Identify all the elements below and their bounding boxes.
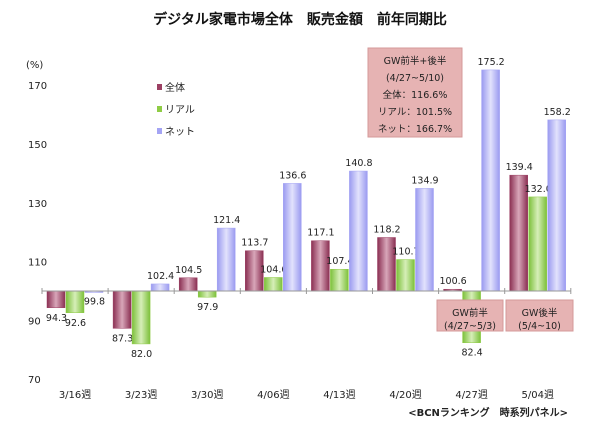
annotation-gw-total-text: 全体：116.6% bbox=[383, 89, 448, 101]
data-label: 100.6 bbox=[439, 276, 466, 287]
data-label: 140.8 bbox=[345, 158, 372, 169]
x-tick-label: 4/20週 bbox=[389, 389, 421, 401]
annotation-gw-total bbox=[367, 47, 463, 138]
annotation-gw-total-text: ネット：166.7% bbox=[378, 124, 452, 135]
data-label: 82.4 bbox=[462, 348, 483, 359]
data-label: 102.4 bbox=[147, 271, 174, 282]
y-tick-label: 130 bbox=[28, 199, 47, 210]
x-tick-label: 3/16週 bbox=[59, 389, 91, 401]
legend-swatch bbox=[157, 128, 162, 134]
annotation-gw-first-text: (4/27~5/3) bbox=[444, 321, 496, 332]
annotation-gw-second bbox=[505, 299, 574, 332]
bar-net bbox=[216, 227, 236, 292]
y-tick-label: 150 bbox=[28, 140, 47, 151]
x-tick-label: 4/27週 bbox=[455, 389, 487, 401]
bar-real bbox=[264, 277, 283, 292]
bar-total bbox=[46, 290, 66, 309]
source-label: <BCNランキング 時系列パネル> bbox=[408, 406, 568, 419]
data-label: 136.6 bbox=[279, 170, 306, 181]
annotation-gw-total-text: リアル：101.5% bbox=[378, 107, 452, 118]
data-label: 104.5 bbox=[175, 265, 202, 276]
legend-swatch bbox=[157, 106, 162, 112]
bar-net bbox=[415, 188, 434, 292]
data-label: 99.8 bbox=[84, 297, 105, 308]
y-tick-label: 70 bbox=[28, 375, 41, 386]
y-tick-label: 170 bbox=[28, 81, 47, 92]
bar-net bbox=[150, 283, 170, 292]
data-label: 94.3 bbox=[46, 313, 67, 324]
y-tick-label: 90 bbox=[28, 316, 41, 327]
legend-label: 全体 bbox=[165, 81, 185, 94]
x-tick-label: 3/30週 bbox=[191, 389, 223, 401]
bar-real bbox=[396, 259, 415, 292]
data-label: 110.7 bbox=[392, 247, 419, 258]
bar-net bbox=[481, 69, 500, 292]
bar-real bbox=[65, 290, 85, 314]
bar-net bbox=[349, 170, 368, 292]
bar-total bbox=[112, 290, 132, 329]
data-label: 139.4 bbox=[506, 162, 533, 173]
annotation-gw-total-text: GW前半+後半 bbox=[384, 55, 447, 67]
annotation-gw-second-text: GW後半 bbox=[522, 307, 558, 319]
bar-real bbox=[131, 290, 151, 345]
data-label: 82.0 bbox=[131, 349, 152, 360]
annotation-gw-total-text: (4/27~5/10) bbox=[386, 73, 444, 84]
annotation-gw-first bbox=[436, 299, 504, 332]
x-tick-label: 4/13週 bbox=[323, 389, 355, 401]
x-tick-label: 3/23週 bbox=[125, 389, 157, 401]
data-label: 92.6 bbox=[65, 318, 86, 329]
bar-real bbox=[197, 290, 217, 298]
bar-net bbox=[547, 119, 566, 292]
x-tick-label: 4/06週 bbox=[257, 389, 289, 401]
data-label: 121.4 bbox=[213, 215, 240, 226]
bar-real bbox=[330, 268, 349, 292]
data-label: 113.7 bbox=[241, 238, 268, 249]
data-label: 132.0 bbox=[525, 184, 552, 195]
annotation-gw-second-text: (5/4~10) bbox=[518, 321, 561, 332]
annotation-gw-first-text: GW前半 bbox=[452, 307, 488, 319]
data-label: 134.9 bbox=[411, 175, 438, 186]
chart-title: デジタル家電市場全体 販売金額 前年同期比 bbox=[153, 11, 447, 28]
y-axis-label: (%) bbox=[26, 60, 43, 71]
legend-label: ネット bbox=[165, 126, 195, 138]
x-tick-label: 5/04週 bbox=[522, 389, 554, 401]
bar-total bbox=[377, 237, 396, 292]
data-label: 175.2 bbox=[477, 57, 504, 68]
legend-swatch bbox=[157, 84, 162, 90]
bar-total bbox=[178, 277, 198, 292]
data-label: 97.9 bbox=[197, 302, 218, 313]
data-label: 104.6 bbox=[260, 264, 287, 275]
y-tick-label: 110 bbox=[28, 258, 47, 269]
data-label: 87.3 bbox=[112, 333, 133, 344]
data-label: 117.1 bbox=[307, 228, 334, 239]
legend-label: リアル bbox=[165, 105, 195, 116]
bar-net bbox=[283, 183, 302, 292]
data-label: 158.2 bbox=[544, 107, 571, 118]
bar-real bbox=[528, 196, 547, 292]
data-label: 107.4 bbox=[326, 256, 353, 267]
data-label: 118.2 bbox=[373, 224, 400, 235]
